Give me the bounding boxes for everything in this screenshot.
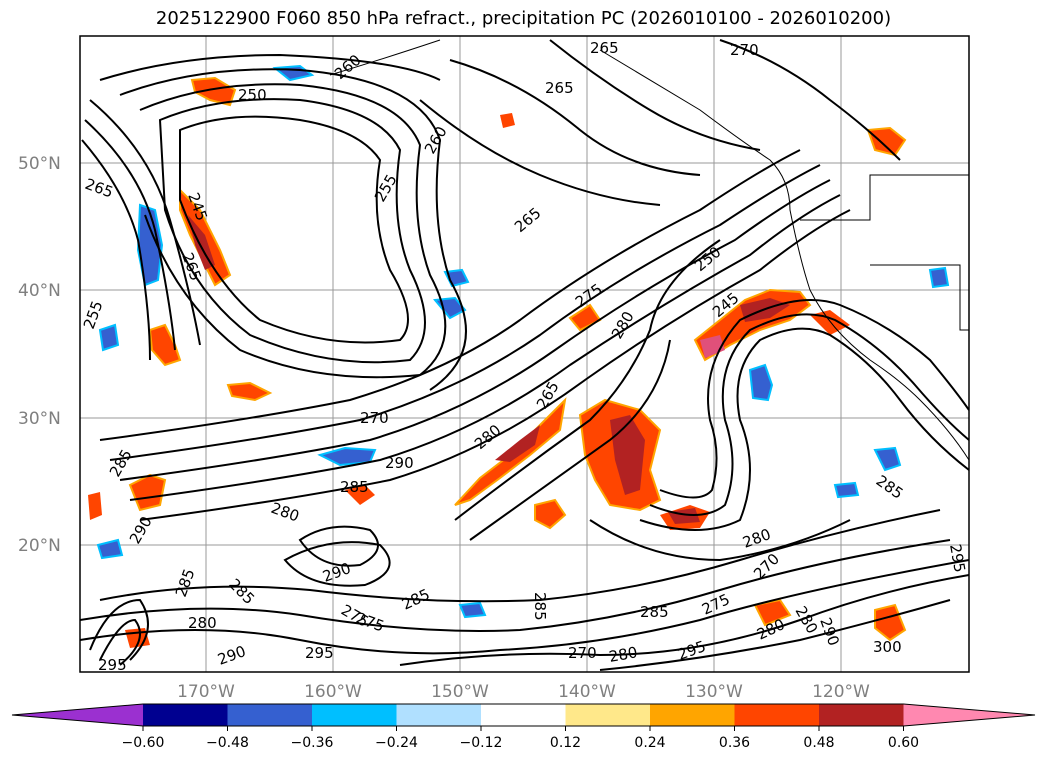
contour-label: 270 <box>730 41 759 59</box>
colorbar-tick-label: 0.60 <box>888 735 919 751</box>
colorbar-extend-low <box>12 704 143 726</box>
colorbar-segment <box>819 704 904 726</box>
colorbar-extend-high <box>903 704 1035 726</box>
longitude-label: 130°W <box>685 682 743 702</box>
colorbar-tick-label: −0.24 <box>375 735 418 751</box>
latitude-labels: 50°N 40°N 30°N 20°N <box>18 154 61 556</box>
coastline <box>329 39 969 461</box>
map-title: 2025122900 F060 850 hPa refract., precip… <box>155 8 892 29</box>
colorbar-segment <box>227 704 313 726</box>
contour-label: 285 <box>531 592 549 621</box>
contour-label: 295 <box>946 543 969 574</box>
latitude-label: 50°N <box>18 154 61 174</box>
refractivity-contours <box>80 39 969 671</box>
colorbar-tick-label: 0.48 <box>803 735 834 751</box>
precipitation-shading <box>88 64 950 648</box>
contour-label: 290 <box>385 454 414 472</box>
longitude-label: 150°W <box>431 682 489 702</box>
contour-label: 280 <box>188 614 217 632</box>
contour-label: 250 <box>238 86 267 104</box>
colorbar: −0.60 −0.48 −0.36 −0.24 −0.12 0.12 0.24 0.36 0.4… <box>11 703 1036 751</box>
contour-label: 295 <box>98 656 127 674</box>
contour-label: 300 <box>873 638 902 656</box>
colorbar-tick-label: 0.36 <box>719 735 750 751</box>
colorbar-tick-label: −0.12 <box>460 735 503 751</box>
colorbar-tick-label: −0.48 <box>206 735 249 751</box>
longitude-label: 170°W <box>177 682 235 702</box>
colorbar-tick-label: −0.60 <box>122 735 165 751</box>
colorbar-tick-label: 0.12 <box>550 735 581 751</box>
contour-label: 285 <box>640 603 669 621</box>
map-frame <box>79 35 970 673</box>
longitude-labels: 170°W 160°W 150°W 140°W 130°W 120°W <box>177 682 870 702</box>
colorbar-segment <box>650 704 735 726</box>
contour-label: 265 <box>545 79 574 97</box>
longitude-label: 120°W <box>812 682 870 702</box>
contour-label: 295 <box>305 644 334 662</box>
contour-label: 265 <box>590 39 619 57</box>
colorbar-segment <box>396 704 482 726</box>
colorbar-segment <box>481 704 566 726</box>
latitude-label: 20°N <box>18 536 61 556</box>
colorbar-segment <box>143 704 228 726</box>
colorbar-tick-label: −0.36 <box>291 735 334 751</box>
latitude-label: 30°N <box>18 409 61 429</box>
longitude-label: 160°W <box>304 682 362 702</box>
contour-label: 270 <box>360 409 389 427</box>
contour-label: 285 <box>340 478 369 496</box>
longitude-label: 140°W <box>558 682 616 702</box>
colorbar-segment <box>312 704 397 726</box>
map-area <box>80 36 969 672</box>
colorbar-segment <box>734 704 820 726</box>
contour-label: 280 <box>608 643 639 666</box>
contour-label: 270 <box>568 644 597 662</box>
colorbar-segment <box>565 704 651 726</box>
latitude-label: 40°N <box>18 281 61 301</box>
colorbar-tick-label: 0.24 <box>634 735 665 751</box>
